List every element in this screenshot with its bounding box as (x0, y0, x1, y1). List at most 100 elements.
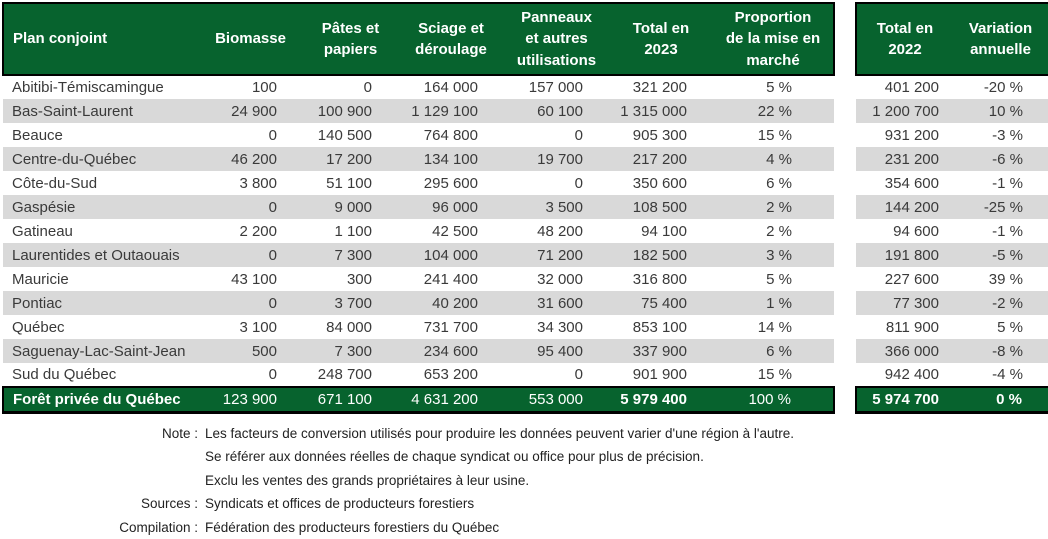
total-2022-cell: 354 600 (856, 171, 953, 195)
sciage-et-deroulage-cell: 134 100 (398, 147, 504, 171)
sciage-et-deroulage-cell: 731 700 (398, 315, 504, 339)
total-2023-cell: 94 100 (609, 219, 713, 243)
right-table-total: 5 974 700 0 % (856, 387, 1048, 412)
pates-et-papiers-cell: 248 700 (303, 363, 398, 387)
total-2022-cell: 227 600 (856, 267, 953, 291)
col-header-panneaux: Panneaux et autres utilisations (504, 3, 609, 75)
table-row: 191 800-5 % (856, 243, 1048, 267)
note-text: Exclu les ventes des grands propriétaire… (198, 469, 529, 493)
total-variation-value: 0 % (953, 387, 1048, 412)
proportion-cell: 6 % (713, 171, 834, 195)
panneaux-cell: 71 200 (504, 243, 609, 267)
region-cell: Gaspésie (3, 195, 198, 219)
total-2023-cell: 901 900 (609, 363, 713, 387)
biomasse-cell: 3 100 (198, 315, 303, 339)
sciage-et-deroulage-cell: 764 800 (398, 123, 504, 147)
sources-text: Syndicats et offices de producteurs fore… (198, 492, 474, 516)
variation-annuelle-cell: -5 % (953, 243, 1048, 267)
production-table-main: Plan conjoint Biomasse Pâtes et papiers … (2, 2, 835, 414)
panneaux-cell: 60 100 (504, 99, 609, 123)
proportion-cell: 1 % (713, 291, 834, 315)
total-2023-cell: 853 100 (609, 315, 713, 339)
proportion-cell: 15 % (713, 363, 834, 387)
variation-annuelle-cell: -20 % (953, 75, 1048, 99)
total-2022-cell: 144 200 (856, 195, 953, 219)
sciage-et-deroulage-cell: 241 400 (398, 267, 504, 291)
proportion-cell: 2 % (713, 195, 834, 219)
total-2023-value: 5 979 400 (609, 387, 713, 412)
pates-et-papiers-cell: 100 900 (303, 99, 398, 123)
pates-et-papiers-cell: 17 200 (303, 147, 398, 171)
region-cell: Sud du Québec (3, 363, 198, 387)
compilation-line: Compilation : Fédération des producteurs… (0, 516, 1048, 539)
pates-et-papiers-cell: 84 000 (303, 315, 398, 339)
total-2023-cell: 316 800 (609, 267, 713, 291)
table-row: 401 200-20 % (856, 75, 1048, 99)
total-2023-cell: 337 900 (609, 339, 713, 363)
total-2022-cell: 1 200 700 (856, 99, 953, 123)
pates-et-papiers-cell: 3 700 (303, 291, 398, 315)
variation-annuelle-cell: 39 % (953, 267, 1048, 291)
pates-et-papiers-cell: 7 300 (303, 243, 398, 267)
total-panneaux: 553 000 (504, 387, 609, 412)
total-pates-et-papiers: 671 100 (303, 387, 398, 412)
col-header-proportion: Proportion de la mise en marché (713, 3, 834, 75)
biomasse-cell: 3 800 (198, 171, 303, 195)
proportion-cell: 22 % (713, 99, 834, 123)
pates-et-papiers-cell: 300 (303, 267, 398, 291)
panneaux-cell: 3 500 (504, 195, 609, 219)
table-row: 94 600-1 % (856, 219, 1048, 243)
variation-annuelle-cell: -1 % (953, 219, 1048, 243)
sciage-et-deroulage-cell: 164 000 (398, 75, 504, 99)
pates-et-papiers-cell: 9 000 (303, 195, 398, 219)
total-row: Forêt privée du Québec 123 900 671 100 4… (3, 387, 834, 412)
region-cell: Mauricie (3, 267, 198, 291)
total-label: Forêt privée du Québec (3, 387, 198, 412)
total-2022-cell: 94 600 (856, 219, 953, 243)
panneaux-cell: 48 200 (504, 219, 609, 243)
variation-annuelle-cell: -6 % (953, 147, 1048, 171)
total-2023-cell: 321 200 (609, 75, 713, 99)
biomasse-cell: 0 (198, 195, 303, 219)
variation-annuelle-cell: -4 % (953, 363, 1048, 387)
sciage-et-deroulage-cell: 42 500 (398, 219, 504, 243)
sciage-et-deroulage-cell: 234 600 (398, 339, 504, 363)
note-text: Se référer aux données réelles de chaque… (198, 445, 704, 469)
region-cell: Bas-Saint-Laurent (3, 99, 198, 123)
sciage-et-deroulage-cell: 104 000 (398, 243, 504, 267)
total-2023-cell: 350 600 (609, 171, 713, 195)
note-text: Les facteurs de conversion utilisés pour… (198, 422, 794, 446)
col-header-pates-et-papiers: Pâtes et papiers (303, 3, 398, 75)
sciage-et-deroulage-cell: 96 000 (398, 195, 504, 219)
variation-annuelle-cell: -8 % (953, 339, 1048, 363)
table-row: 231 200-6 % (856, 147, 1048, 171)
note-label: Note : (0, 422, 198, 446)
col-header-plan-conjoint: Plan conjoint (3, 3, 198, 75)
panneaux-cell: 157 000 (504, 75, 609, 99)
total-2023-cell: 905 300 (609, 123, 713, 147)
region-cell: Pontiac (3, 291, 198, 315)
biomasse-cell: 43 100 (198, 267, 303, 291)
proportion-cell: 6 % (713, 339, 834, 363)
sciage-et-deroulage-cell: 1 129 100 (398, 99, 504, 123)
total-2022-cell: 366 000 (856, 339, 953, 363)
total-biomasse: 123 900 (198, 387, 303, 412)
table-row: 77 300-2 % (856, 291, 1048, 315)
total-2022-cell: 191 800 (856, 243, 953, 267)
variation-annuelle-cell: 5 % (953, 315, 1048, 339)
col-header-variation-annuelle: Variation annuelle (953, 3, 1048, 75)
main-table-total: Forêt privée du Québec 123 900 671 100 4… (3, 387, 834, 412)
compilation-label: Compilation : (0, 516, 198, 539)
compilation-text: Fédération des producteurs forestiers du… (198, 516, 499, 539)
col-header-sciage-et-deroulage: Sciage et déroulage (398, 3, 504, 75)
